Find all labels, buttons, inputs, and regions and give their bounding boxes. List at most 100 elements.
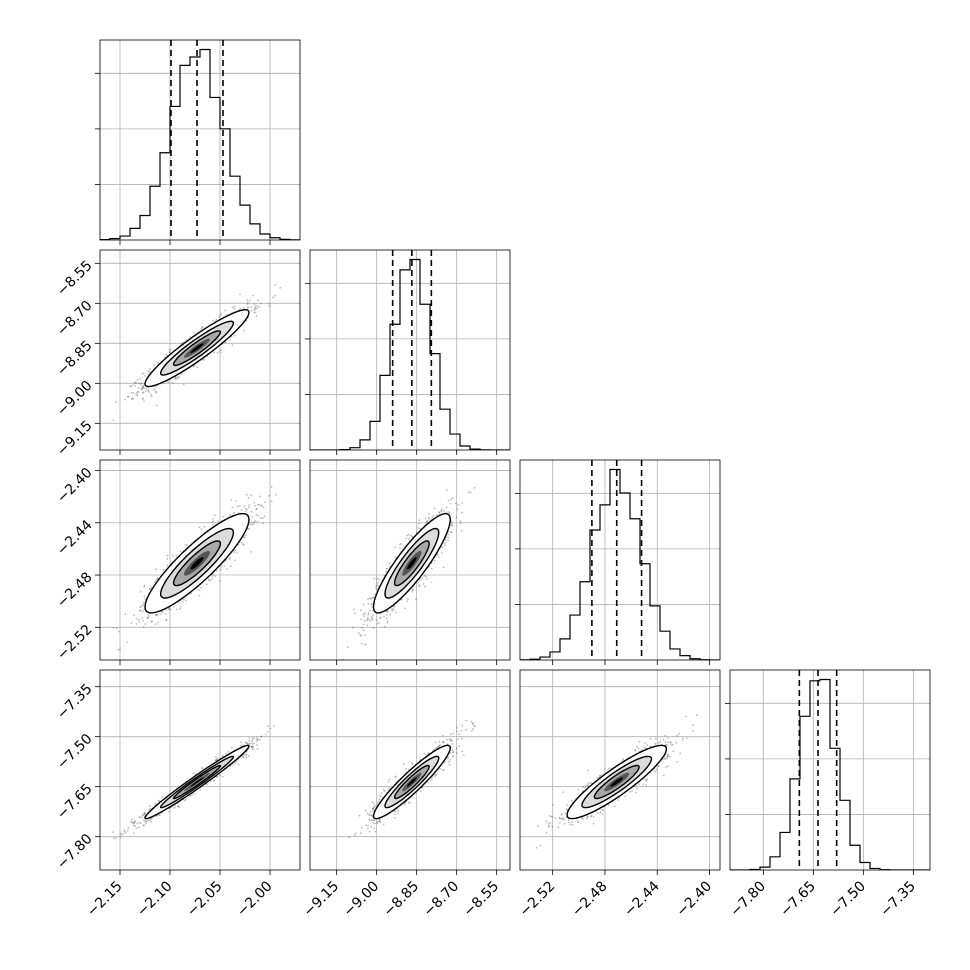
scatter-point	[250, 494, 252, 496]
scatter-point	[137, 391, 139, 394]
scatter-point	[145, 820, 148, 823]
scatter-point	[417, 581, 420, 584]
scatter-point	[448, 512, 451, 514]
scatter-point	[424, 517, 427, 520]
scatter-point	[251, 524, 254, 526]
scatter-point	[264, 501, 266, 504]
scatter-point	[230, 499, 233, 501]
scatter-point	[150, 393, 153, 396]
scatter-point	[148, 805, 151, 808]
scatter-point	[145, 390, 147, 393]
scatter-point	[150, 821, 153, 823]
scatter-point	[212, 779, 215, 782]
scatter-point	[141, 373, 144, 375]
scatter-point	[182, 383, 185, 386]
contour-line-2	[172, 540, 222, 587]
scatter-point	[115, 627, 118, 630]
scatter-point	[211, 518, 214, 520]
scatter-point	[433, 507, 436, 510]
scatter-point	[203, 525, 206, 528]
scatter-point	[375, 587, 377, 589]
scatter-point	[255, 307, 258, 310]
scatter-point	[383, 615, 385, 618]
scatter-point	[248, 743, 251, 746]
scatter-point	[153, 581, 156, 584]
scatter-point	[442, 566, 445, 569]
scatter-point	[456, 508, 459, 511]
scatter-point	[372, 614, 375, 617]
scatter-point	[229, 565, 232, 567]
y-tick-label: −9.15	[54, 418, 96, 460]
scatter-point	[112, 419, 115, 422]
scatter-point	[149, 587, 151, 590]
scatter-point	[144, 812, 147, 815]
scatter-point	[263, 515, 266, 518]
scatter-point	[419, 578, 421, 581]
scatter-point	[366, 624, 369, 627]
panel-frame	[309, 249, 511, 451]
scatter-point	[376, 584, 379, 587]
scatter-point	[142, 824, 145, 827]
scatter-point	[386, 620, 389, 622]
scatter-point	[134, 385, 137, 387]
scatter-point	[193, 331, 195, 334]
scatter-point	[461, 511, 463, 514]
scatter-point	[250, 745, 253, 748]
scatter-point	[411, 590, 414, 593]
scatter-point	[240, 741, 243, 743]
scatter-point	[262, 506, 265, 509]
scatter-point	[118, 630, 120, 633]
scatter-point	[259, 495, 262, 498]
scatter-point	[212, 319, 214, 322]
scatter-point	[228, 558, 231, 560]
scatter-point	[253, 309, 256, 312]
scatter-point	[173, 806, 176, 809]
contour-line-2	[172, 330, 222, 367]
scatter-point	[147, 389, 150, 392]
scatter-point	[380, 616, 382, 619]
scatter-point	[256, 520, 259, 523]
scatter-point	[130, 820, 133, 823]
scatter-point	[394, 556, 397, 559]
scatter-point	[148, 809, 150, 811]
scatter-point	[248, 528, 251, 530]
scatter-point	[246, 493, 248, 496]
scatter-point	[145, 822, 148, 825]
contour-line-2	[393, 540, 430, 587]
y-tick-label: −2.48	[54, 569, 96, 611]
scatter-point	[234, 559, 236, 562]
scatter-point	[229, 514, 232, 517]
scatter-point	[126, 830, 129, 832]
scatter-point	[234, 549, 237, 552]
scatter-point	[220, 565, 223, 567]
scatter-point	[148, 588, 151, 591]
scatter-point	[357, 632, 360, 635]
scatter-point	[208, 579, 210, 582]
scatter-point	[132, 832, 135, 834]
scatter-point	[367, 598, 369, 601]
scatter-point	[274, 284, 277, 286]
scatter-point	[143, 584, 146, 587]
scatter-point	[214, 575, 216, 577]
scatter-point	[155, 390, 157, 393]
panel-frame	[99, 249, 301, 451]
y-tick-label: −2.52	[54, 622, 96, 664]
scatter-point	[160, 613, 163, 615]
scatter-point	[469, 491, 472, 494]
scatter-point	[138, 382, 141, 385]
scatter-point	[220, 349, 223, 351]
scatter-point	[422, 583, 425, 585]
scatter-point	[440, 509, 442, 512]
scatter-point	[144, 623, 147, 625]
scatter-point	[255, 508, 258, 511]
y-tick-label: −2.40	[54, 465, 96, 507]
scatter-point	[135, 827, 138, 830]
scatter-point	[119, 832, 122, 835]
y-tick-label: −8.70	[54, 298, 96, 340]
scatter-point	[438, 511, 441, 514]
scatter-point	[385, 614, 388, 616]
scatter-point	[142, 603, 145, 606]
scatter-point	[395, 611, 398, 614]
scatter-point	[370, 603, 373, 606]
scatter-point	[119, 648, 121, 651]
